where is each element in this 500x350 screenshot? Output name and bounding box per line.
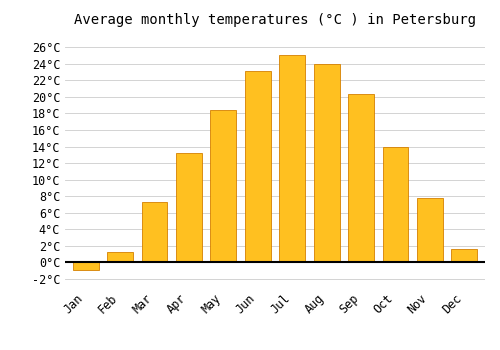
Bar — [314, 64, 340, 262]
Bar — [72, 262, 99, 271]
Bar — [210, 110, 236, 262]
Bar — [142, 202, 168, 262]
Bar — [245, 71, 270, 262]
Bar — [107, 252, 133, 262]
Bar — [452, 249, 477, 262]
Title: Average monthly temperatures (°C ) in Petersburg: Average monthly temperatures (°C ) in Pe… — [74, 13, 476, 27]
Bar — [348, 94, 374, 262]
Bar — [382, 147, 408, 262]
Bar — [176, 153, 202, 262]
Bar — [417, 198, 443, 262]
Bar — [280, 55, 305, 262]
